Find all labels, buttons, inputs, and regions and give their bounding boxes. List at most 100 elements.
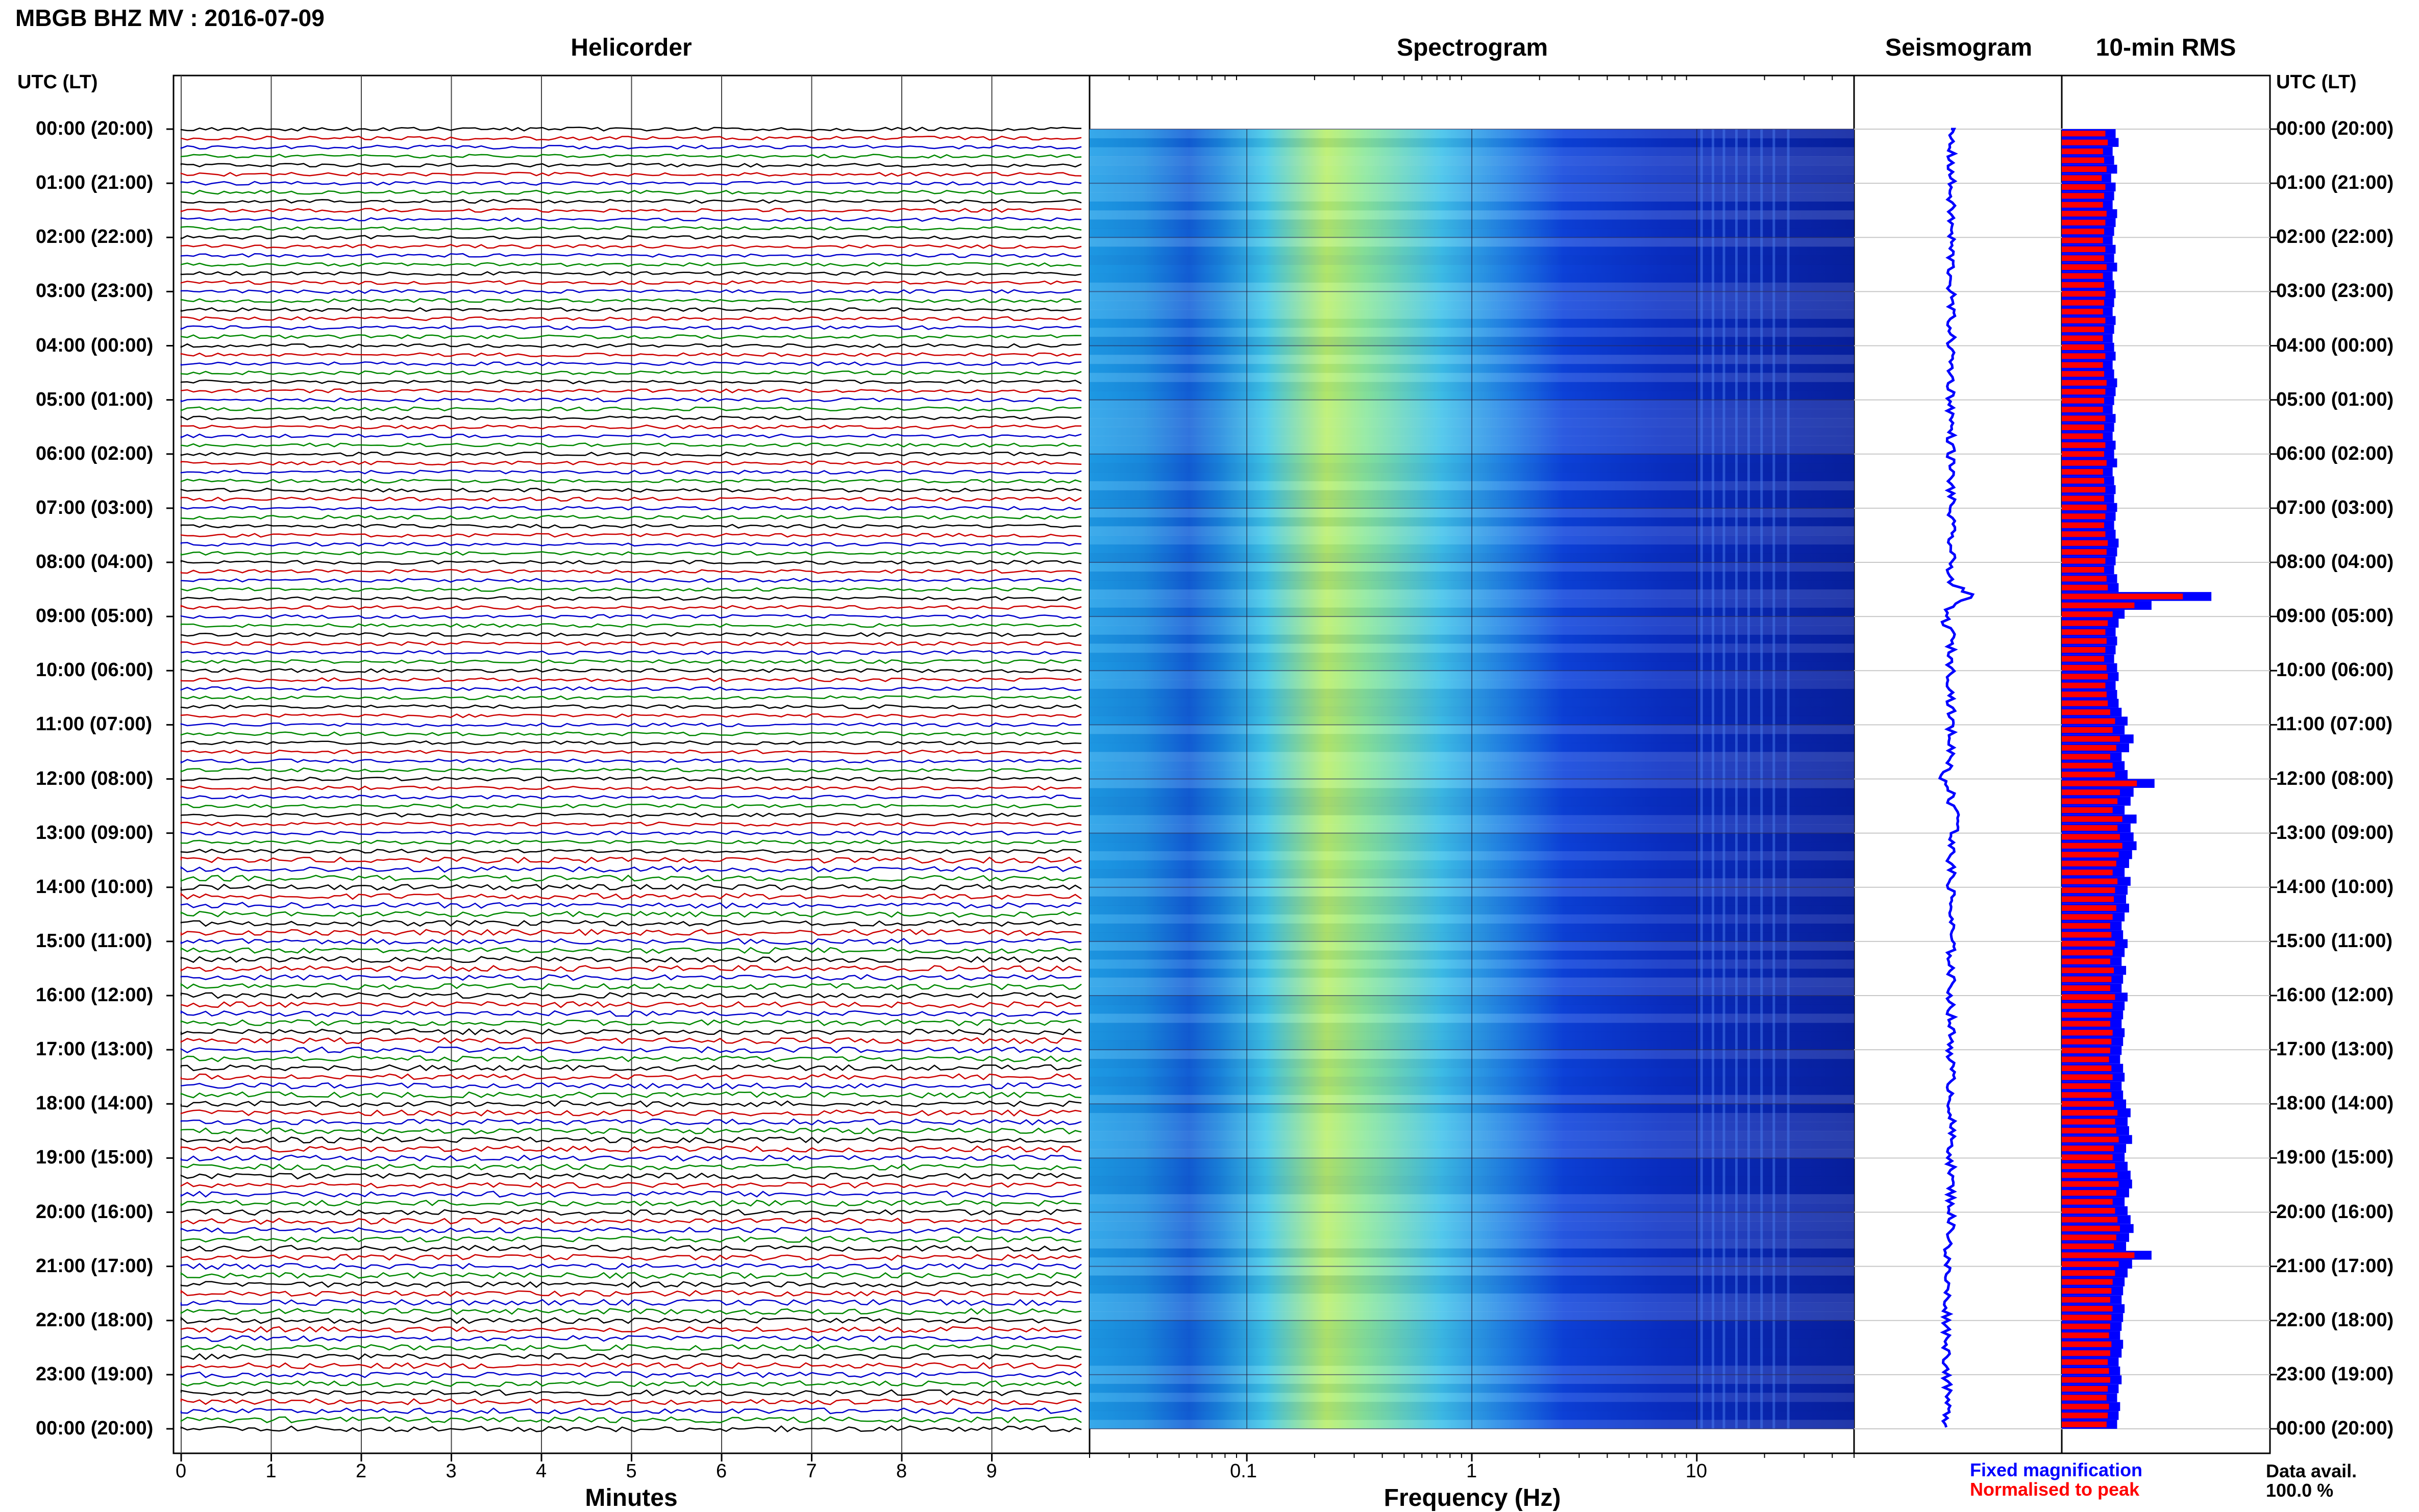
- rms-bar-normalised: [2062, 834, 2120, 840]
- rms-bar-normalised: [2062, 469, 2103, 475]
- helicorder-tick-label: 6: [716, 1460, 727, 1482]
- helicorder-trace: [180, 749, 1082, 755]
- helicorder-trace: [180, 487, 1082, 493]
- helicorder-trace: [180, 758, 1082, 764]
- time-label-left: 19:00 (15:00): [36, 1147, 154, 1169]
- helicorder-trace: [180, 767, 1082, 773]
- rms-bar-normalised: [2062, 1101, 2114, 1107]
- rms-bar-normalised: [2062, 940, 2115, 947]
- time-label-right: 13:00 (09:00): [2276, 822, 2394, 844]
- rms-bar-normalised: [2062, 1136, 2119, 1143]
- time-label-right: 10:00 (06:00): [2276, 659, 2394, 681]
- rms-bar-normalised: [2062, 602, 2135, 608]
- time-label-right: 00:00 (20:00): [2276, 118, 2394, 139]
- helicorder-trace: [180, 127, 1082, 132]
- rms-bar-normalised: [2062, 985, 2110, 992]
- helicorder-trace: [180, 920, 1082, 927]
- helicorder-trace: [180, 704, 1082, 709]
- helicorder-tick-label: 2: [356, 1460, 367, 1482]
- helicorder-trace: [180, 992, 1082, 999]
- helicorder-trace: [180, 982, 1082, 990]
- time-label-right: 08:00 (04:00): [2276, 551, 2394, 573]
- helicorder-trace: [180, 226, 1082, 231]
- rms-bar-normalised: [2062, 1056, 2109, 1062]
- helicorder-trace: [180, 217, 1082, 222]
- helicorder-tick-label: 9: [986, 1460, 997, 1482]
- rms-bar-normalised: [2062, 718, 2115, 724]
- rms-bar-normalised: [2062, 202, 2103, 208]
- time-label-left: 17:00 (13:00): [36, 1038, 154, 1060]
- helicorder-trace: [180, 289, 1081, 294]
- time-label-left: 07:00 (03:00): [36, 497, 154, 518]
- time-label-right: 07:00 (03:00): [2276, 497, 2394, 518]
- helicorder-trace: [180, 433, 1082, 439]
- time-label-right: 06:00 (02:00): [2276, 442, 2394, 464]
- helicorder-trace: [180, 605, 1082, 610]
- rms-bar-normalised: [2062, 994, 2115, 1000]
- helicorder-trace: [180, 262, 1082, 267]
- rms-bar-normalised: [2062, 807, 2113, 813]
- seismogram-trace: [1938, 128, 1975, 1428]
- helicorder-trace: [180, 1254, 1082, 1261]
- rms-bar-normalised: [2062, 237, 2103, 243]
- helicorder-trace: [180, 812, 1082, 817]
- rms-bar-normalised: [2062, 727, 2113, 733]
- helicorder-trace: [180, 1001, 1082, 1008]
- helicorder-trace: [180, 830, 1082, 836]
- time-label-right: 00:00 (20:00): [2276, 1418, 2394, 1439]
- helicorder-trace: [180, 506, 1082, 511]
- rms-bar-normalised: [2062, 860, 2116, 866]
- helicorder-trace: [180, 731, 1082, 736]
- helicorder-trace: [180, 569, 1082, 574]
- time-label-left: 10:00 (06:00): [36, 659, 154, 681]
- rms-bar-normalised: [2062, 549, 2107, 555]
- rms-bar-normalised: [2062, 1163, 2115, 1169]
- helicorder-trace: [180, 551, 1082, 556]
- utc-header-right: UTC (LT): [2276, 71, 2357, 93]
- rms-bar-normalised: [2062, 264, 2107, 270]
- helicorder-trace: [180, 910, 1082, 918]
- rms-bar-normalised: [2062, 852, 2119, 858]
- rms-bar-normalised: [2062, 976, 2112, 982]
- time-label-left: 08:00 (04:00): [36, 551, 154, 573]
- helicorder-trace: [180, 1389, 1082, 1397]
- helicorder-trace: [180, 514, 1082, 520]
- helicorder-trace: [180, 677, 1082, 682]
- helicorder-trace: [180, 1200, 1082, 1207]
- helicorder-trace: [180, 154, 1082, 159]
- rms-bar-normalised: [2062, 887, 2115, 894]
- rms-bar-normalised: [2062, 754, 2110, 760]
- time-label-right: 16:00 (12:00): [2276, 984, 2394, 1006]
- rms-bar-normalised: [2062, 353, 2106, 359]
- helicorder-trace: [180, 541, 1082, 547]
- helicorder-trace: [180, 1416, 1082, 1424]
- rms-bar-normalised: [2062, 139, 2108, 145]
- rms-bar-normalised: [2062, 335, 2103, 341]
- rms-bar-normalised: [2062, 362, 2103, 368]
- rms-bar-normalised: [2062, 1012, 2112, 1018]
- rms-bar-normalised: [2062, 1225, 2120, 1232]
- helicorder-trace: [180, 1335, 1082, 1343]
- helicorder-trace: [180, 171, 1082, 177]
- helicorder-trace: [180, 1100, 1082, 1108]
- helicorder-trace: [180, 1172, 1082, 1180]
- time-label-right: 22:00 (18:00): [2276, 1309, 2394, 1331]
- helicorder-trace: [180, 1290, 1082, 1297]
- rms-bar-normalised: [2062, 1154, 2113, 1160]
- helicorder-trace: [180, 442, 1082, 448]
- helicorder-trace: [180, 686, 1082, 691]
- rms-bar-normalised: [2062, 1297, 2110, 1303]
- rms-bar-normalised: [2062, 1145, 2114, 1152]
- helicorder-trace: [180, 1407, 1082, 1415]
- rms-bar-normalised: [2062, 219, 2106, 226]
- rms-bar-normalised: [2062, 1234, 2116, 1241]
- spectrogram-tick-label: 0.1: [1230, 1460, 1257, 1482]
- time-label-left: 01:00 (21:00): [36, 172, 154, 194]
- rms-bar-normalised: [2062, 576, 2107, 582]
- rms-bar-normalised: [2062, 1047, 2110, 1054]
- time-label-right: 14:00 (10:00): [2276, 876, 2394, 898]
- helicorder-tick-label: 0: [176, 1460, 187, 1482]
- rms-bar-normalised: [2062, 255, 2105, 261]
- time-label-left: 13:00 (09:00): [36, 822, 154, 844]
